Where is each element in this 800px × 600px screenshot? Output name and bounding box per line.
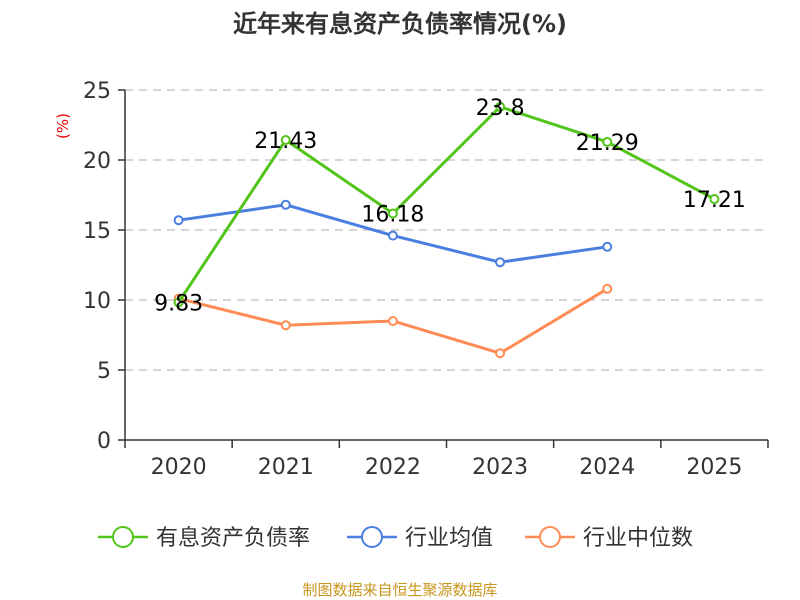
data-point[interactable] bbox=[602, 136, 613, 147]
data-point[interactable] bbox=[602, 283, 613, 294]
y-tick-label: 0 bbox=[97, 429, 111, 454]
y-axis-label: (%) bbox=[54, 113, 72, 139]
data-point[interactable] bbox=[280, 320, 291, 331]
data-point[interactable] bbox=[495, 101, 506, 112]
data-label: 17.21 bbox=[683, 188, 746, 213]
legend-label[interactable]: 行业中位数 bbox=[583, 526, 693, 551]
x-tick-label: 2023 bbox=[472, 455, 528, 480]
data-label: 16.18 bbox=[361, 202, 424, 227]
data-point[interactable] bbox=[602, 241, 613, 252]
x-tick-label: 2020 bbox=[151, 455, 207, 480]
legend-label[interactable]: 有息资产负债率 bbox=[156, 526, 310, 551]
data-label: 21.43 bbox=[254, 129, 317, 154]
data-point[interactable] bbox=[495, 348, 506, 359]
data-label: 21.29 bbox=[576, 131, 639, 156]
data-point[interactable] bbox=[280, 134, 291, 145]
y-tick-label: 25 bbox=[83, 79, 111, 104]
y-tick-label: 20 bbox=[83, 149, 111, 174]
legend-marker[interactable] bbox=[112, 526, 134, 548]
legend-label[interactable]: 行业均值 bbox=[405, 526, 493, 551]
data-point[interactable] bbox=[173, 297, 184, 308]
x-tick-label: 2022 bbox=[365, 455, 421, 480]
data-point[interactable] bbox=[387, 230, 398, 241]
data-label: 9.83 bbox=[154, 291, 203, 316]
x-tick-label: 2024 bbox=[579, 455, 635, 480]
x-tick-label: 2021 bbox=[258, 455, 314, 480]
data-point[interactable] bbox=[173, 215, 184, 226]
data-label: 23.8 bbox=[476, 96, 525, 121]
data-point[interactable] bbox=[387, 208, 398, 219]
chart-title: 近年来有息资产负债率情况(%) bbox=[233, 10, 567, 38]
y-tick-label: 15 bbox=[83, 219, 111, 244]
x-tick-label: 2025 bbox=[686, 455, 742, 480]
y-tick-label: 5 bbox=[97, 359, 111, 384]
legend-marker[interactable] bbox=[539, 526, 561, 548]
legend-marker[interactable] bbox=[361, 526, 383, 548]
data-point[interactable] bbox=[495, 257, 506, 268]
data-point[interactable] bbox=[709, 194, 720, 205]
series-line bbox=[177, 105, 716, 304]
data-point[interactable] bbox=[387, 316, 398, 326]
source-note: 制图数据来自恒生聚源数据库 bbox=[302, 581, 497, 599]
y-tick-label: 10 bbox=[83, 289, 111, 314]
data-point[interactable] bbox=[280, 199, 291, 210]
